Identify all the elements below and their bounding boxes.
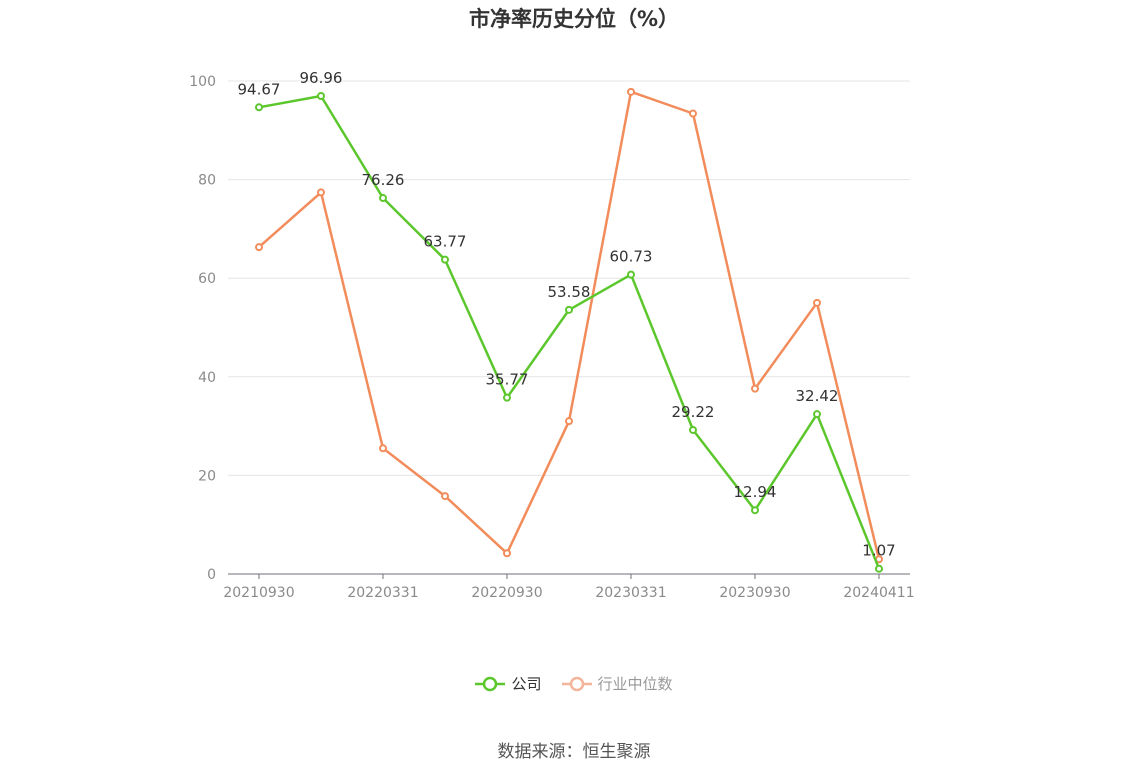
data-point-industry xyxy=(379,444,387,453)
y-tick-label: 60 xyxy=(198,271,216,287)
legend-industry-icon xyxy=(561,676,592,691)
legend-industry-label: 行业中位数 xyxy=(597,675,673,693)
data-point-industry xyxy=(751,384,759,393)
x-tick-label: 20220930 xyxy=(471,585,542,601)
legend-item-company[interactable]: 公司 xyxy=(475,673,542,694)
data-point-industry xyxy=(441,492,449,501)
data-source: 数据来源：恒生聚源 xyxy=(497,742,651,762)
data-labels: 94.67 96.96 76.26 63.77 35.77 53.58 60.73 29.22… xyxy=(238,69,896,560)
data-label: 1.07 xyxy=(862,542,895,560)
x-tick-label: 20230331 xyxy=(595,585,666,601)
data-label: 53.58 xyxy=(548,283,591,301)
data-point-company xyxy=(875,564,883,573)
data-point-company xyxy=(317,91,325,100)
data-point-company xyxy=(751,506,759,515)
y-tick-label: 100 xyxy=(189,74,216,90)
data-point-company xyxy=(255,103,263,112)
legend-company-icon xyxy=(475,676,506,691)
series-line-company xyxy=(258,94,881,570)
legend-company-label: 公司 xyxy=(511,675,542,693)
y-tick-label: 40 xyxy=(198,370,216,386)
data-label: 76.26 xyxy=(362,171,405,189)
x-tick-label: 20240411 xyxy=(843,585,914,601)
y-tick-label: 20 xyxy=(198,468,216,484)
data-point-company xyxy=(627,270,635,279)
y-tick-label: 0 xyxy=(207,567,216,583)
data-point-company xyxy=(379,194,387,203)
data-point-industry xyxy=(503,549,511,558)
data-point-industry xyxy=(565,417,573,426)
data-label: 94.67 xyxy=(238,80,281,98)
data-label: 60.73 xyxy=(610,248,653,266)
legend-item-industry[interactable]: 行业中位数 xyxy=(561,673,673,694)
legend: 公司 行业中位数 xyxy=(0,673,1148,694)
series xyxy=(255,87,883,573)
data-point-industry xyxy=(627,87,635,96)
y-tick-label: 80 xyxy=(198,173,216,189)
data-label: 96.96 xyxy=(300,69,343,87)
data-point-industry xyxy=(255,243,263,252)
data-label: 35.77 xyxy=(486,371,529,389)
data-point-industry xyxy=(317,188,325,197)
data-point-industry xyxy=(689,109,697,118)
data-point-industry xyxy=(813,298,821,307)
x-tick-label: 20220331 xyxy=(347,585,418,601)
data-label: 63.77 xyxy=(424,233,467,251)
data-point-company xyxy=(565,305,573,314)
x-tick-label: 20230930 xyxy=(719,585,790,601)
axes: 0 20 40 60 80 100 20210930 20220331 20220930 2023… xyxy=(189,74,914,601)
data-label: 32.42 xyxy=(796,387,839,405)
x-tick-label: 20210930 xyxy=(223,585,294,601)
chart-title: 市净率历史分位（%） xyxy=(468,7,680,31)
data-point-company xyxy=(689,425,697,434)
data-label: 29.22 xyxy=(672,403,715,421)
data-point-company xyxy=(813,410,821,419)
series-line-industry xyxy=(258,90,881,560)
data-label: 12.94 xyxy=(734,483,777,501)
data-point-company xyxy=(503,393,511,402)
line-chart: 0 20 40 60 80 100 20210930 20220331 20220930 2023… xyxy=(189,69,914,601)
data-point-company xyxy=(441,255,449,264)
